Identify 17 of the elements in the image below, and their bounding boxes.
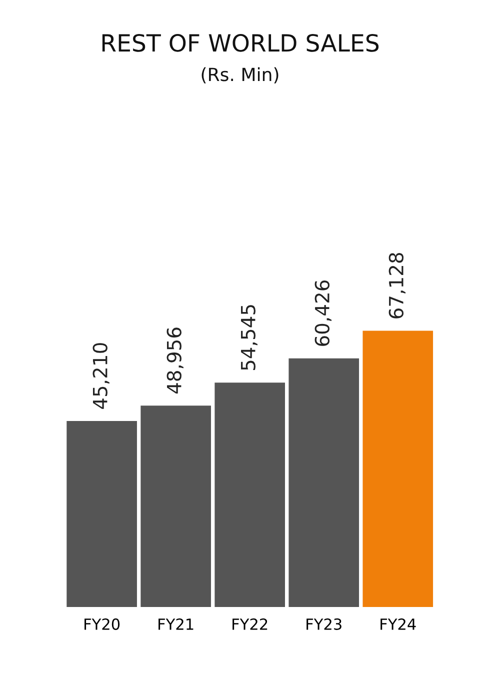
- x-tick-label: FY24: [380, 618, 416, 630]
- bar: [288, 358, 360, 608]
- x-tick-label: FY21: [158, 618, 194, 630]
- data-label: 45,210: [92, 343, 110, 409]
- data-label: 54,545: [241, 305, 258, 370]
- bar: [214, 382, 285, 608]
- chart-title: REST OF WORLD SALES: [102, 34, 379, 52]
- bar: [66, 420, 137, 608]
- chart-subtitle: (Rs. Min): [202, 67, 278, 84]
- x-tick-label: FY22: [232, 618, 268, 630]
- data-label: 60,426: [314, 280, 332, 346]
- data-label: 67,128: [388, 252, 406, 318]
- bar: [362, 330, 434, 608]
- data-label: 48,956: [166, 328, 184, 394]
- x-tick-label: FY20: [84, 618, 120, 630]
- x-tick-label: FY23: [306, 618, 342, 630]
- bar: [140, 406, 211, 608]
